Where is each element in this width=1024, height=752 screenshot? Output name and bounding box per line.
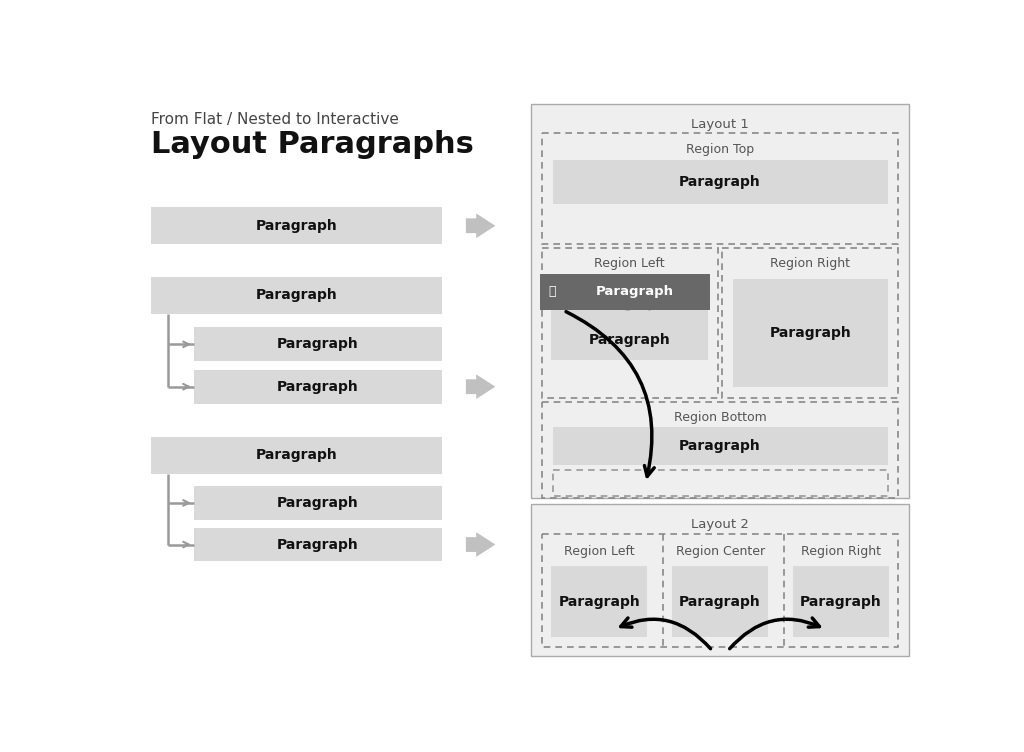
Text: Paragraph: Paragraph xyxy=(256,219,338,233)
FancyBboxPatch shape xyxy=(194,486,442,520)
Text: From Flat / Nested to Interactive: From Flat / Nested to Interactive xyxy=(152,112,399,127)
Text: Paragraph: Paragraph xyxy=(679,175,761,189)
Text: Paragraph: Paragraph xyxy=(278,380,358,394)
FancyBboxPatch shape xyxy=(531,505,909,656)
Text: Paragraph: Paragraph xyxy=(593,298,667,311)
FancyBboxPatch shape xyxy=(553,159,888,205)
Text: Layout 2: Layout 2 xyxy=(691,518,749,532)
Text: Paragraph: Paragraph xyxy=(278,496,358,510)
FancyBboxPatch shape xyxy=(531,104,909,499)
Text: Paragraph: Paragraph xyxy=(256,288,338,302)
Text: Paragraph: Paragraph xyxy=(256,448,338,462)
FancyBboxPatch shape xyxy=(152,437,442,474)
Text: Paragraph: Paragraph xyxy=(679,595,761,608)
Polygon shape xyxy=(466,374,496,399)
Text: Paragraph: Paragraph xyxy=(589,332,671,347)
Text: Paragraph: Paragraph xyxy=(558,595,640,608)
Text: Paragraph: Paragraph xyxy=(278,338,358,351)
FancyBboxPatch shape xyxy=(551,566,647,637)
Text: Paragraph: Paragraph xyxy=(679,439,761,453)
Text: Region Left: Region Left xyxy=(564,544,635,557)
Text: Region Bottom: Region Bottom xyxy=(674,411,767,424)
Text: Paragraph: Paragraph xyxy=(596,286,674,299)
FancyBboxPatch shape xyxy=(541,274,710,311)
FancyBboxPatch shape xyxy=(551,287,709,322)
FancyBboxPatch shape xyxy=(733,279,888,387)
FancyBboxPatch shape xyxy=(553,426,888,465)
Text: Paragraph: Paragraph xyxy=(278,538,358,551)
Text: Layout Paragraphs: Layout Paragraphs xyxy=(152,130,474,159)
Polygon shape xyxy=(466,214,496,238)
FancyBboxPatch shape xyxy=(672,566,768,637)
Text: Region Right: Region Right xyxy=(801,544,881,557)
Text: ✋: ✋ xyxy=(548,286,556,299)
FancyBboxPatch shape xyxy=(551,320,709,359)
Polygon shape xyxy=(466,532,496,557)
Text: Layout 1: Layout 1 xyxy=(691,118,749,131)
FancyBboxPatch shape xyxy=(194,370,442,404)
FancyBboxPatch shape xyxy=(793,566,889,637)
FancyBboxPatch shape xyxy=(194,327,442,361)
Text: Region Right: Region Right xyxy=(770,257,850,270)
FancyBboxPatch shape xyxy=(152,208,442,244)
Text: Region Top: Region Top xyxy=(686,143,754,156)
Text: Region Left: Region Left xyxy=(595,257,666,270)
FancyBboxPatch shape xyxy=(152,277,442,314)
Text: Paragraph: Paragraph xyxy=(769,326,851,340)
Text: Region Center: Region Center xyxy=(676,544,765,557)
FancyBboxPatch shape xyxy=(194,528,442,562)
Text: Paragraph: Paragraph xyxy=(800,595,882,608)
